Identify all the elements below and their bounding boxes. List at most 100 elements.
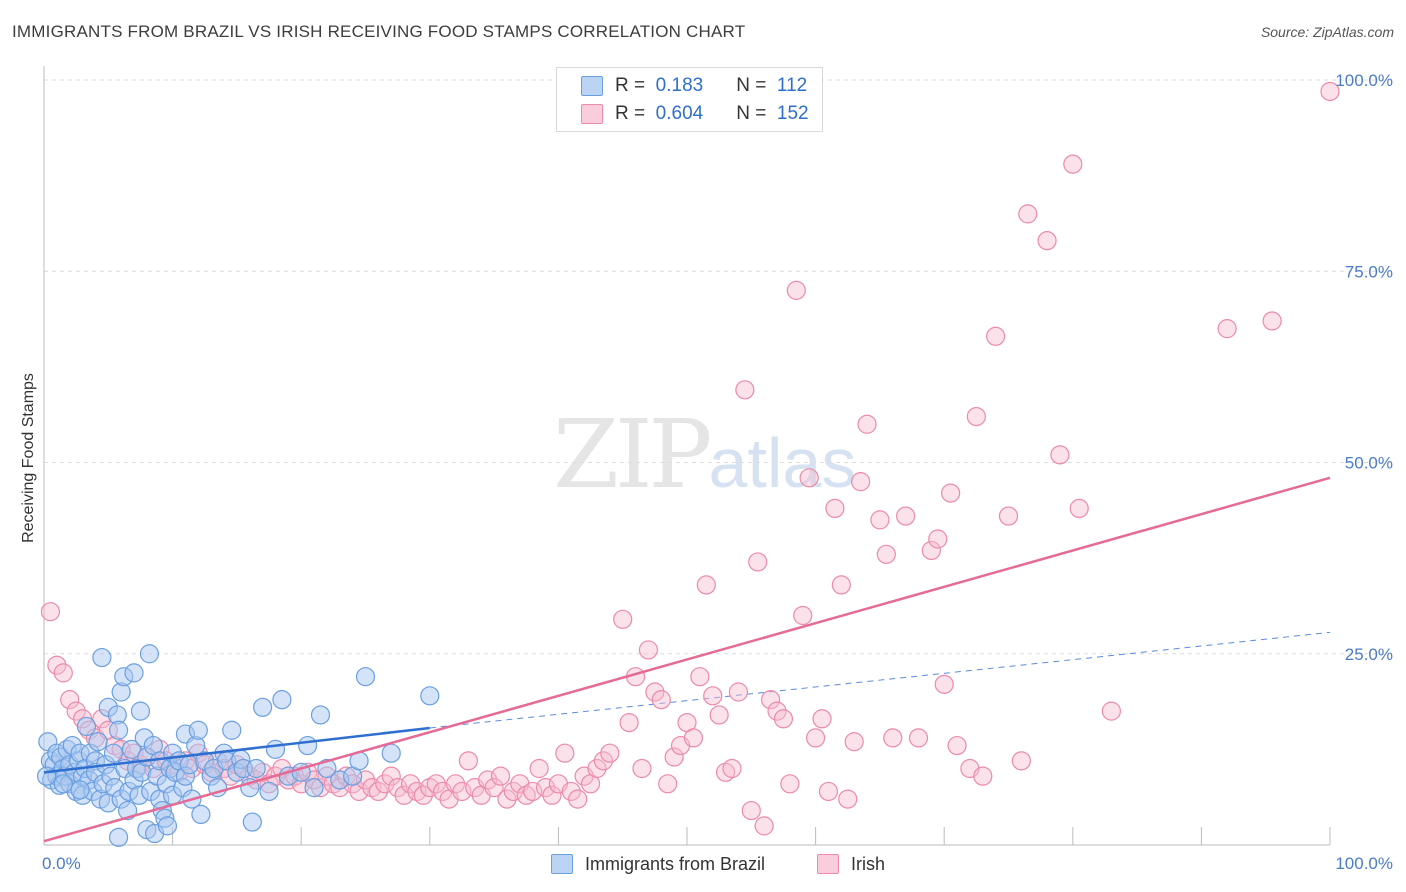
irish-point — [503, 781, 523, 802]
irish-point — [728, 682, 749, 702]
irish-point — [619, 712, 639, 733]
brazil-point — [103, 743, 124, 763]
irish-point — [535, 778, 556, 798]
irish-point — [381, 766, 401, 786]
irish-point — [1320, 81, 1340, 102]
irish-point — [445, 774, 466, 794]
irish-point — [60, 690, 80, 710]
y-tick-label: 50.0% — [1345, 454, 1393, 473]
trend-lines — [43, 476, 1331, 843]
brazil-n-label: N = — [736, 75, 767, 96]
irish-point — [484, 778, 504, 798]
irish-point — [568, 789, 588, 809]
source-label: Source: ZipAtlas.com — [1260, 24, 1394, 40]
irish-point — [587, 758, 607, 779]
legend-row-irish: R = 0.604 N = 152 — [581, 102, 809, 126]
bottom-irish-label: Irish — [851, 853, 886, 874]
irish-point — [773, 709, 794, 729]
irish-point — [632, 758, 652, 779]
irish-point — [735, 380, 755, 400]
y-tick-label: 75.0% — [1345, 262, 1393, 281]
irish-point — [400, 774, 421, 794]
brazil-point — [310, 705, 331, 725]
brazil-point — [420, 686, 440, 706]
irish-point — [613, 609, 633, 629]
irish-point — [928, 529, 948, 549]
irish-point — [593, 751, 614, 771]
irish-point — [966, 407, 986, 427]
irish-point — [600, 743, 620, 763]
irish-n-label: N = — [736, 103, 767, 124]
brazil-point — [70, 780, 90, 800]
brazil-trend-extension — [429, 631, 1331, 729]
brazil-point — [259, 781, 279, 802]
brazil-point — [157, 816, 178, 836]
irish-point — [780, 774, 800, 794]
chart-title: IMMIGRANTS FROM BRAZIL VS IRISH RECEIVIN… — [12, 22, 746, 41]
x-tick-label: 100.0% — [1335, 854, 1393, 873]
brazil-point — [222, 720, 242, 740]
brazil-swatch — [581, 76, 603, 96]
irish-point — [523, 781, 543, 802]
irish-point — [497, 789, 517, 809]
irish-point — [490, 766, 511, 786]
brazil-point — [108, 827, 129, 847]
irish-point — [394, 785, 414, 805]
irish-point — [555, 743, 575, 763]
irish-point — [529, 758, 549, 779]
y-tick-label: 100.0% — [1335, 71, 1393, 90]
irish-point — [722, 758, 742, 779]
irish-point — [458, 751, 478, 771]
irish-point — [876, 544, 896, 564]
irish-point — [851, 472, 871, 492]
irish-point — [388, 778, 408, 798]
brazil-point — [272, 690, 292, 710]
irish-point — [921, 540, 941, 561]
irish-point — [825, 498, 845, 518]
brazil-point — [121, 739, 142, 759]
irish-point — [941, 483, 961, 503]
irish-point — [703, 686, 723, 706]
irish-point — [805, 728, 826, 748]
irish-point — [870, 510, 890, 530]
brazil-point — [139, 644, 160, 664]
irish-point — [426, 774, 446, 794]
brazil-point — [130, 701, 151, 721]
irish-point — [1069, 498, 1089, 518]
irish-point — [40, 602, 61, 622]
irish-swatch — [581, 104, 603, 124]
brazil-r-value: 0.183 — [655, 75, 704, 96]
brazil-point — [124, 663, 144, 683]
irish-point — [831, 575, 851, 595]
irish-point — [973, 766, 993, 786]
brazil-point — [92, 647, 112, 668]
brazil-point — [304, 778, 324, 798]
irish-point — [645, 682, 665, 702]
irish-point — [947, 735, 967, 756]
irish-point — [838, 789, 858, 809]
irish-point — [690, 667, 710, 687]
irish-point — [658, 774, 678, 794]
irish-point — [799, 468, 819, 488]
irish-point — [818, 781, 839, 802]
irish-point — [741, 800, 761, 821]
bottom-brazil-label: Immigrants from Brazil — [585, 853, 766, 874]
y-axis-label: Receiving Food Stamps — [20, 373, 37, 543]
irish-point — [760, 690, 781, 710]
brazil-n-value: 112 — [776, 75, 808, 96]
irish-point — [542, 785, 562, 805]
brazil-point — [298, 735, 318, 756]
brazil-r-label: R = — [615, 75, 646, 96]
irish-point — [375, 774, 395, 794]
irish-point — [53, 663, 73, 683]
brazil-point — [188, 720, 208, 740]
irish-point — [664, 747, 684, 767]
bottom-brazil-swatch — [551, 854, 573, 874]
irish-point — [986, 326, 1006, 346]
irish-point — [66, 701, 86, 721]
irish-point — [786, 280, 806, 300]
irish-point — [709, 705, 729, 725]
brazil-point — [191, 804, 211, 825]
grid-lines — [44, 79, 1392, 655]
irish-point — [651, 690, 671, 710]
